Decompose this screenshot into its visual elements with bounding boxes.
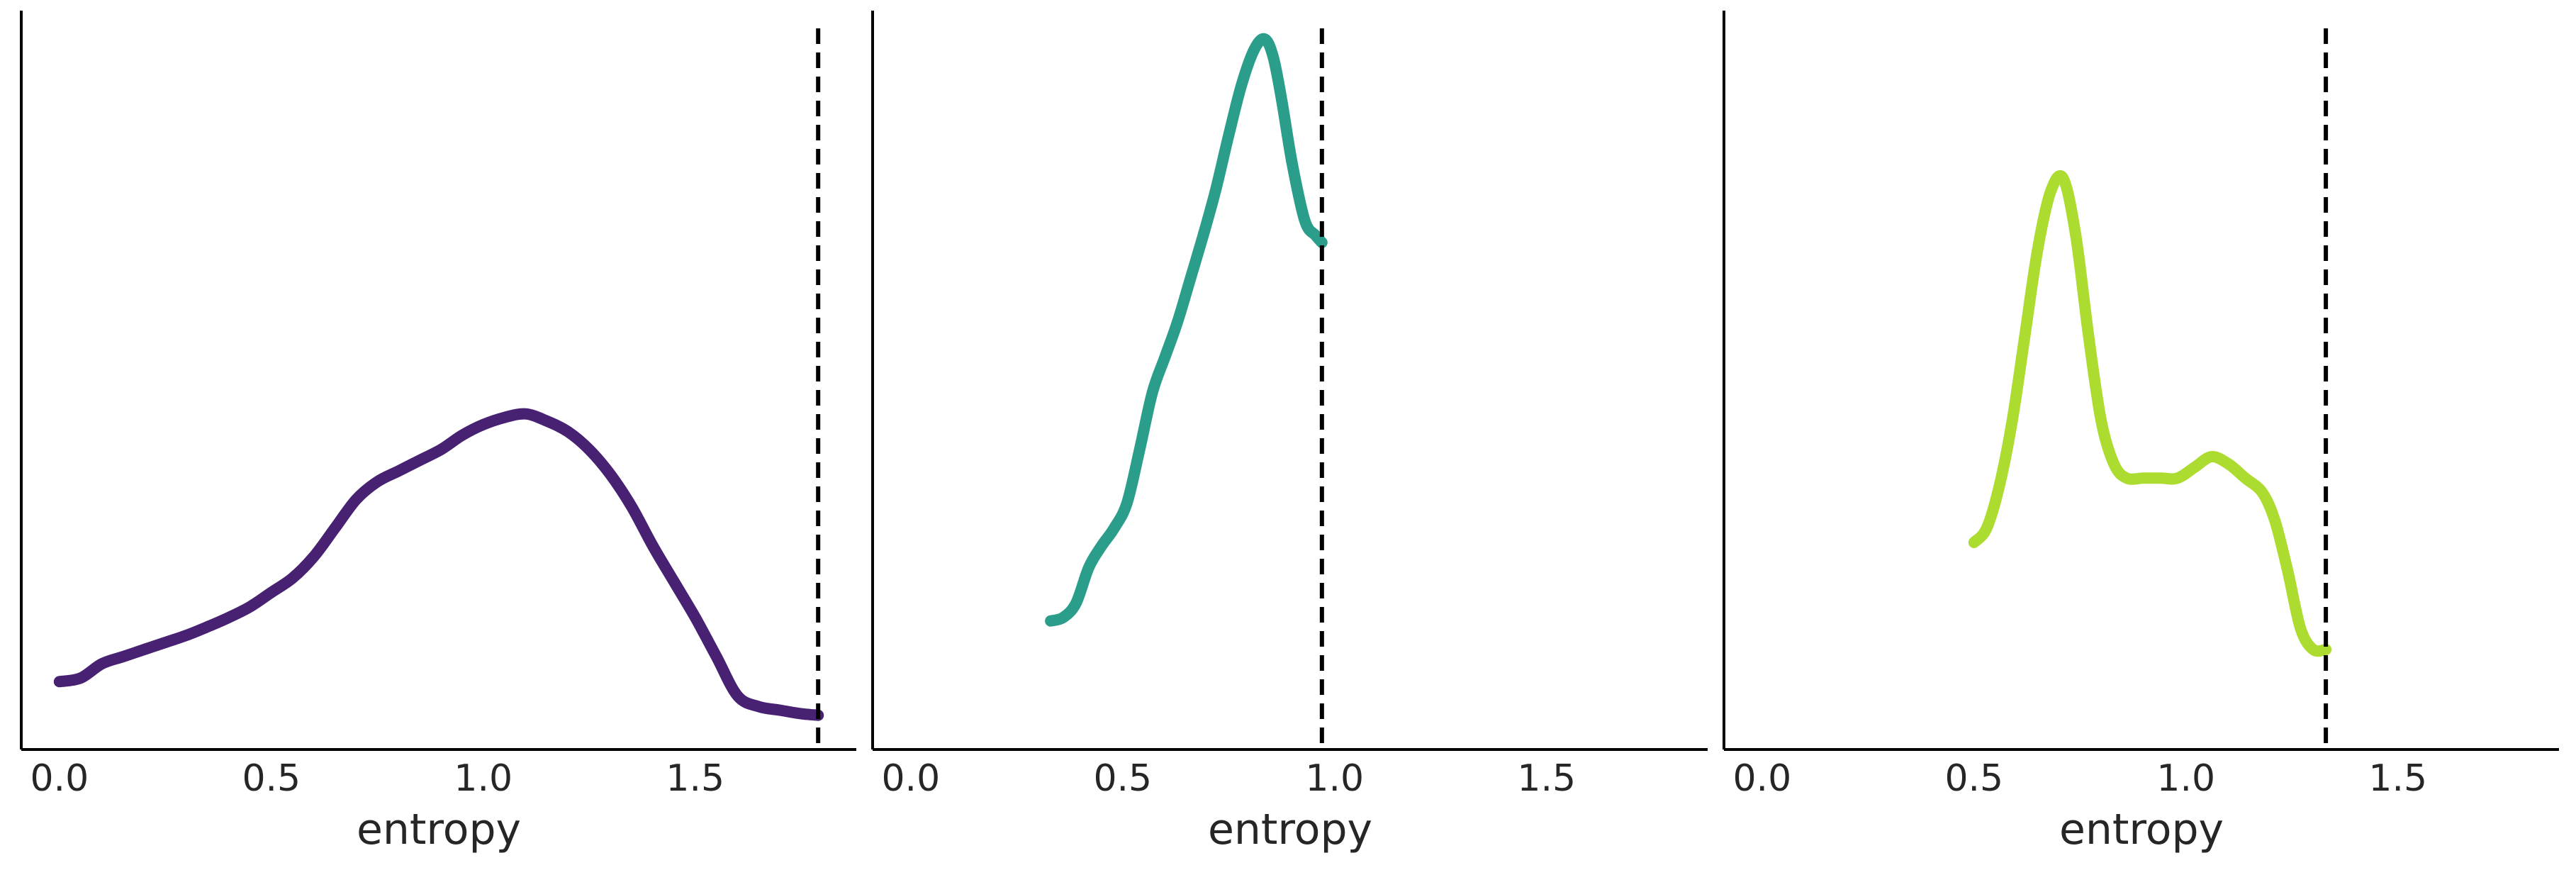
x-tick-label: 1.5 (2368, 757, 2427, 800)
kde-series-line (53, 408, 824, 721)
kde-series-line (1045, 33, 1328, 627)
x-tick-label: 1.0 (1305, 757, 1364, 800)
panel-3: 0.0 0.5 1.0 1.5 entropy (1723, 11, 2559, 854)
x-tick-label: 0.5 (1944, 757, 2003, 800)
x-tick-label: 1.0 (454, 757, 513, 800)
x-tick-label: 1.5 (666, 757, 724, 800)
panel-2: 0.0 0.5 1.0 1.5 entropy (871, 11, 1708, 854)
kde-series-line (1968, 169, 2332, 657)
x-tick-label: 0.0 (1732, 757, 1791, 800)
x-axis-label: entropy (2059, 805, 2224, 854)
x-axis-label: entropy (1208, 805, 1372, 854)
x-tick-label: 0.0 (30, 757, 89, 800)
x-tick-label: 1.5 (1517, 757, 1576, 800)
panel-1: 0.0 0.5 1.0 1.5 entropy (20, 11, 856, 854)
x-tick-label: 0.5 (1093, 757, 1152, 800)
x-axis-label: entropy (357, 805, 521, 854)
x-tick-label: 0.0 (881, 757, 940, 800)
x-tick-label: 1.0 (2156, 757, 2215, 800)
x-tick-label: 0.5 (242, 757, 301, 800)
